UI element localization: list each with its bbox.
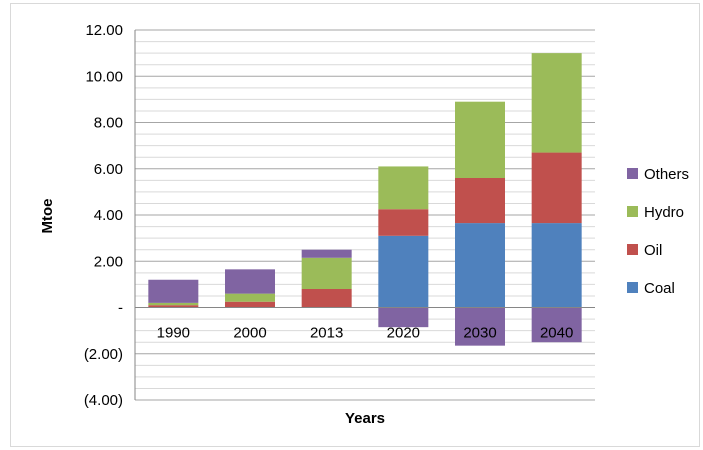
x-tick-label: 2030 [463,325,496,342]
x-tick-label: 2013 [310,325,343,342]
y-tick-label: 6.00 [94,161,123,178]
legend-swatch-coal [627,282,638,293]
bar-others-2000 [225,269,275,294]
x-tick-label: 2020 [387,325,420,342]
bar-oil-2013 [301,289,352,308]
x-axis-title: Years [345,410,385,427]
bar-oil-2000 [225,301,275,308]
bar-coal-2030 [455,223,505,308]
bar-hydro-2030 [455,101,505,178]
bar-oil-1990 [148,305,199,308]
bar-coal-2040 [531,223,582,308]
legend-swatch-others [627,168,638,179]
bar-others-2030 [455,307,505,346]
bar-coal-2020 [378,235,429,308]
bar-others-2020 [378,307,429,328]
legend-swatch-hydro [627,206,638,217]
y-tick-label: - [118,300,123,317]
bar-oil-2020 [378,209,429,236]
bar-others-1990 [148,279,199,303]
chart-area [10,3,700,447]
bar-hydro-2000 [225,293,275,302]
y-tick-label: (4.00) [84,392,123,409]
legend: Others Hydro Oil Coal [627,166,689,297]
y-tick-label: 10.00 [85,68,123,85]
y-tick-label: 8.00 [94,115,123,132]
x-tick-label: 2000 [233,325,266,342]
y-tick-label: 2.00 [94,253,123,270]
y-tick-label: 12.00 [85,22,123,39]
legend-label-coal: Coal [644,280,675,297]
bar-oil-2040 [531,152,582,224]
bar-hydro-2040 [531,53,582,153]
legend-label-others: Others [644,166,689,183]
x-tick-label: 2040 [540,325,573,342]
bar-hydro-2020 [378,166,429,210]
legend-swatch-oil [627,244,638,255]
legend-label-oil: Oil [644,242,662,259]
bar-oil-2030 [455,178,505,224]
y-axis-title: Mtoe [39,199,56,234]
bars [148,53,582,346]
x-tick-label: 1990 [157,325,190,342]
bar-others-2040 [531,307,582,343]
legend-label-hydro: Hydro [644,204,684,221]
y-tick-label: (2.00) [84,346,123,363]
y-tick-label: 4.00 [94,207,123,224]
bar-others-2013 [301,249,352,258]
gridlines [135,29,595,401]
bar-hydro-1990 [148,302,199,306]
axes: (4.00) (2.00) - 2.00 4.00 6.00 8.00 10.00 12.00 1… [84,22,595,409]
bar-hydro-2013 [301,257,352,289]
